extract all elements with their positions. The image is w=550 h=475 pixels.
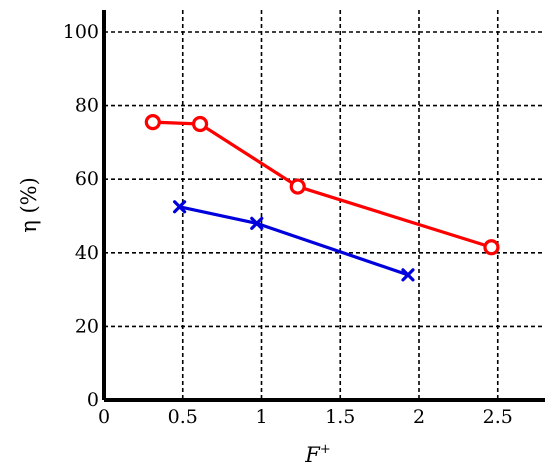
data-point-x: [401, 268, 415, 282]
series-line-2: [179, 205, 409, 277]
y-tick-label: 60: [75, 168, 99, 190]
x-tick-label: 1.5: [325, 406, 355, 428]
data-point-circle: [144, 114, 161, 131]
x-tick-label: 1: [255, 406, 267, 428]
y-tick-label: 100: [63, 21, 99, 43]
data-point-x: [250, 216, 264, 230]
y-tick-label: 0: [87, 389, 99, 411]
y-tick-label: 40: [75, 242, 99, 264]
data-point-circle: [191, 115, 209, 133]
y-axis-label: η (%): [17, 177, 41, 233]
series-line-1: [152, 120, 492, 249]
y-tick-label: 20: [75, 315, 99, 337]
y-tick-label: 80: [75, 95, 99, 117]
x-axis-label: F+: [304, 442, 330, 467]
data-series: [144, 114, 500, 282]
tick-labels: 0 0.5 1 1.5 2 2.5 0 20 40 60 80 100: [63, 21, 513, 428]
x-tick-label: 0.5: [168, 406, 198, 428]
data-point-circle: [483, 239, 500, 256]
x-tick-label: 0: [98, 406, 110, 428]
grid-lines: [104, 10, 545, 400]
x-tick-label: 2.5: [483, 406, 513, 428]
data-point-x: [173, 200, 187, 214]
x-tick-label: 2: [413, 406, 425, 428]
axes: [102, 10, 545, 402]
data-point-circle: [289, 178, 306, 195]
